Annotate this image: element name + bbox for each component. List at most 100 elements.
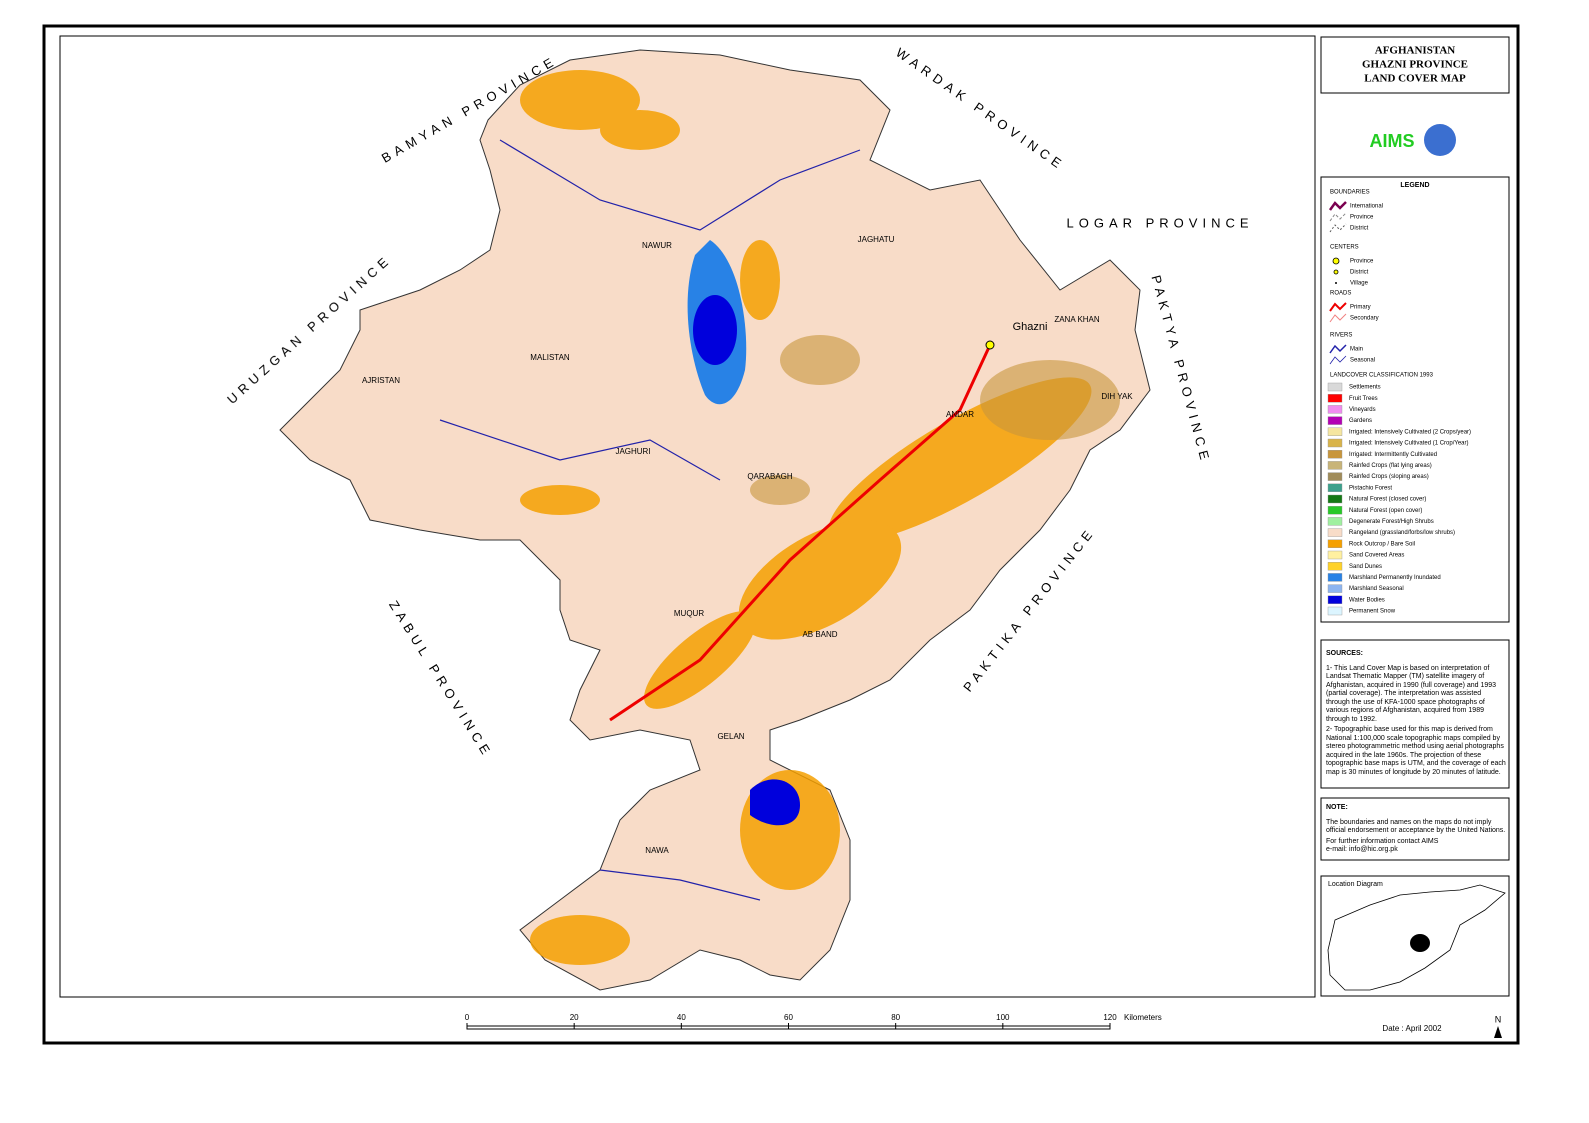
legend-label: Rainfed Crops (sloping areas) xyxy=(1349,474,1429,480)
sources-box xyxy=(1320,639,1510,789)
legend-label: Secondary xyxy=(1350,316,1379,322)
legend-swatch xyxy=(1327,394,1343,403)
sources-text: 2- Topographic base used for this map is… xyxy=(1326,726,1506,776)
legend-label: District xyxy=(1350,226,1369,232)
legend-box xyxy=(1320,176,1510,623)
rivers xyxy=(439,139,861,901)
legend-heading: BOUNDARIES xyxy=(1330,190,1370,196)
legend-label: Pistachio Forest xyxy=(1349,485,1392,491)
legend-symbol xyxy=(1329,223,1347,233)
legend-label: Province xyxy=(1350,215,1374,221)
legend-label: Marshland Permanently Inundated xyxy=(1349,575,1441,581)
legend-symbol xyxy=(1328,201,1347,211)
note-heading: NOTE: xyxy=(1326,804,1348,811)
legend-label: Fruit Trees xyxy=(1349,396,1378,402)
north-arrow-mark xyxy=(1494,1026,1502,1038)
district-label: NAWUR xyxy=(642,241,672,250)
legend-swatch xyxy=(1327,438,1343,448)
province-label: PAKTYA PROVINCE xyxy=(1149,274,1214,466)
scale-unit: Kilometers xyxy=(1124,1013,1162,1022)
legend-label: International xyxy=(1350,204,1383,210)
legend-label: Irrigated: Intensively Cultivated (1 Cro… xyxy=(1349,441,1469,447)
legend-label: Seasonal xyxy=(1350,358,1375,364)
note: NOTE: The boundaries and names on the ma… xyxy=(1326,804,1506,857)
legend-label: Degenerate Forest/High Shrubs xyxy=(1349,519,1434,525)
scale-tick-label: 40 xyxy=(677,1013,686,1022)
map-title: LAND COVER MAP xyxy=(1364,73,1466,85)
map-frame xyxy=(59,35,1316,998)
province-area xyxy=(279,49,1151,991)
north-arrow: N xyxy=(1495,1014,1502,1024)
district-label: NAWA xyxy=(645,846,669,855)
scale-tick-label: 100 xyxy=(996,1013,1010,1022)
legend-swatch xyxy=(1327,427,1343,436)
legend-symbol xyxy=(1329,212,1347,222)
legend-swatch xyxy=(1327,405,1343,414)
legend-swatch xyxy=(1327,606,1343,616)
primary-road xyxy=(609,344,992,722)
legend-label: Rainfed Crops (flat lying areas) xyxy=(1349,463,1432,469)
district-label: Ghazni xyxy=(1013,321,1048,333)
province-label: LOGAR PROVINCE xyxy=(1066,215,1253,230)
district-label: QARABAGH xyxy=(747,472,793,481)
legend-label: Irrigated: Intermittently Cultivated xyxy=(1349,452,1437,458)
scale-tick-label: 0 xyxy=(465,1013,470,1022)
scale-tick-label: 20 xyxy=(570,1013,579,1022)
district-label: JAGHURI xyxy=(615,447,650,456)
legend-label: Village xyxy=(1350,281,1369,287)
note-text: For further information contact AIMS xyxy=(1326,837,1439,845)
legend-swatch xyxy=(1327,472,1343,481)
water-body xyxy=(693,295,737,365)
note-text: The boundaries and names on the maps do … xyxy=(1326,818,1506,835)
legend-label: Sand Dunes xyxy=(1349,564,1382,570)
legend-label: Primary xyxy=(1350,305,1371,311)
legend-swatch xyxy=(1327,483,1343,492)
legend-swatch xyxy=(1327,494,1343,504)
location-title: Location Diagram xyxy=(1328,881,1383,888)
legend-swatch xyxy=(1327,382,1343,392)
legend-swatch xyxy=(1327,562,1343,571)
legend-label: Natural Forest (closed cover) xyxy=(1349,497,1426,503)
district-label: GELAN xyxy=(717,732,744,741)
legend-label: Irrigated: Intensively Cultivated (2 Cro… xyxy=(1349,429,1471,435)
district-label: DIH YAK xyxy=(1101,392,1133,401)
district-label: AB BAND xyxy=(802,630,837,639)
legend-heading: LANDCOVER CLASSIFICATION 1993 xyxy=(1330,373,1434,379)
legend-label: Sand Covered Areas xyxy=(1349,553,1404,559)
legend-title: LEGEND xyxy=(1400,182,1429,189)
district-label: ZANA KHAN xyxy=(1054,315,1100,324)
legend-symbol xyxy=(1329,313,1347,323)
rainfed-patches xyxy=(750,335,1120,505)
legend-swatch xyxy=(1327,539,1343,548)
title-box xyxy=(1320,36,1510,94)
legend-label: Marshland Seasonal xyxy=(1349,586,1404,592)
outer-frame xyxy=(42,24,1520,1045)
province-label: WARDAK PROVINCE xyxy=(893,45,1068,174)
scale-tick-label: 80 xyxy=(891,1013,900,1022)
sources: SOURCES: 1- This Land Cover Map is based… xyxy=(1326,650,1506,779)
legend-label: Water Bodies xyxy=(1349,597,1385,603)
legend-label: Rock Outcrop / Bare Soil xyxy=(1349,541,1415,547)
district-label: ANDAR xyxy=(946,410,974,419)
district-label: MUQUR xyxy=(674,609,704,618)
district-label: AJRISTAN xyxy=(362,376,400,385)
legend-swatch xyxy=(1327,506,1343,515)
note-text: e-mail: info@hic.org.pk xyxy=(1326,846,1398,853)
legend-label: Settlements xyxy=(1349,385,1381,391)
legend-symbol xyxy=(1329,302,1347,312)
legend-swatch xyxy=(1327,528,1343,537)
legend-symbol xyxy=(1332,257,1340,265)
legend-heading: ROADS xyxy=(1330,291,1351,297)
legend-label: Gardens xyxy=(1349,418,1372,424)
provincial-center xyxy=(985,340,995,350)
note-box xyxy=(1320,797,1510,861)
legend-symbol xyxy=(1329,355,1347,365)
legend-swatch xyxy=(1327,550,1343,560)
district-label: JAGHATU xyxy=(858,235,895,244)
legend-swatch xyxy=(1327,461,1343,470)
legend-label: Main xyxy=(1350,347,1363,353)
legend-heading: RIVERS xyxy=(1330,333,1352,339)
legend-symbol xyxy=(1335,282,1337,284)
legend-swatch xyxy=(1327,573,1343,582)
